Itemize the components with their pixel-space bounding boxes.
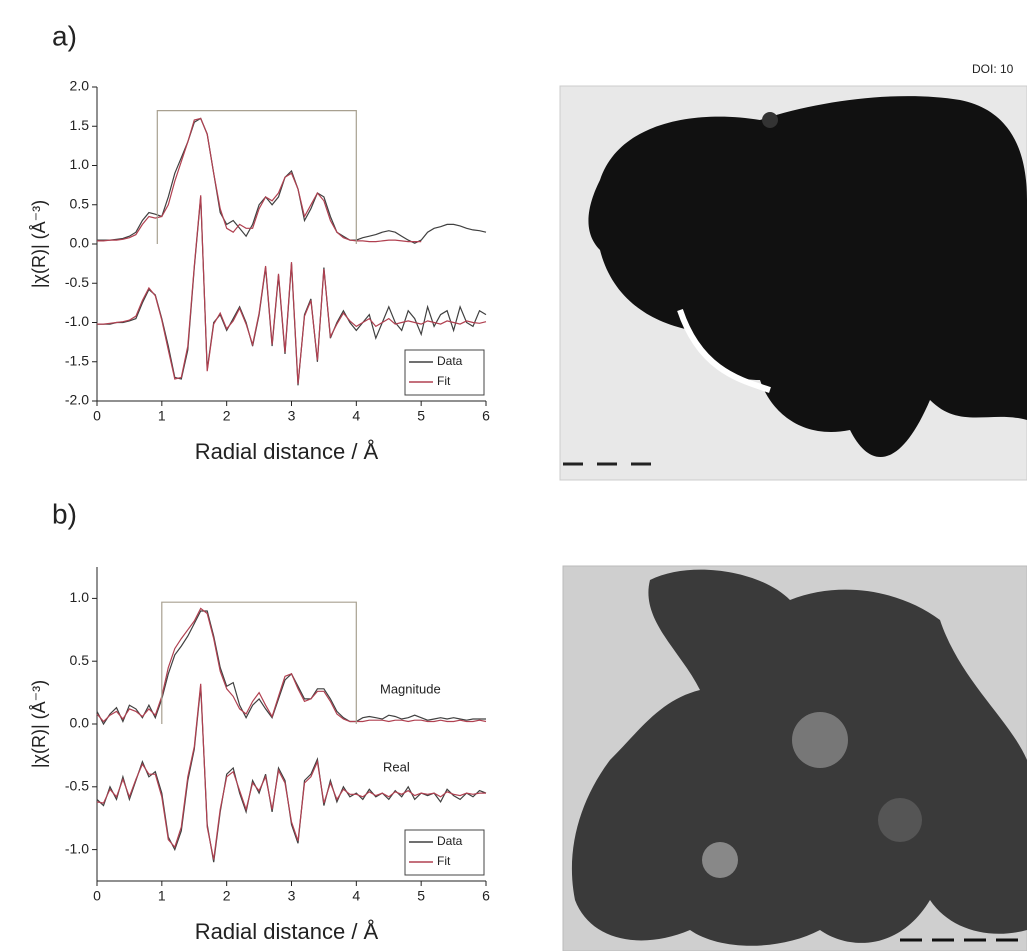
series-line <box>97 117 487 244</box>
y-tick-label: 1.0 <box>70 156 90 172</box>
x-tick-label: 4 <box>352 408 360 424</box>
series-line <box>97 117 422 243</box>
series-line <box>161 601 357 724</box>
y-axis-label: |χ(R)| (Å⁻³) <box>29 200 49 288</box>
tem-image <box>559 85 1027 481</box>
legend-label: Fit <box>437 854 451 868</box>
x-tick-label: 0 <box>93 888 101 904</box>
series-line <box>96 610 486 726</box>
y-tick-label: 0.5 <box>70 195 90 211</box>
annotation: Real <box>383 759 410 774</box>
x-tick-label: 4 <box>352 888 360 904</box>
y-tick-label: 1.0 <box>70 589 90 605</box>
x-tick-label: 2 <box>223 408 231 424</box>
legend-label: Data <box>437 834 463 848</box>
x-tick-label: 0 <box>93 408 101 424</box>
legend-label: Fit <box>437 374 451 388</box>
y-tick-label: 0.0 <box>70 235 90 251</box>
series-line <box>156 110 357 244</box>
chart-title: b) <box>52 498 77 529</box>
y-tick-label: -0.5 <box>65 274 89 290</box>
y-tick-label: -1.0 <box>65 313 89 329</box>
y-tick-label: 2.0 <box>70 78 90 94</box>
x-tick-label: 3 <box>288 888 296 904</box>
x-tick-label: 6 <box>482 408 490 424</box>
doi: DOI: 10 <box>972 62 1014 76</box>
x-axis-label: Radial distance / Å <box>195 439 379 464</box>
x-tick-label: 5 <box>417 408 425 424</box>
x-axis-label: Radial distance / Å <box>195 919 379 944</box>
y-tick-label: -0.5 <box>65 778 89 794</box>
y-tick-label: -1.0 <box>65 840 89 856</box>
legend-label: Data <box>437 354 463 368</box>
annotation: Magnitude <box>380 681 441 696</box>
chart-title: a) <box>52 20 77 51</box>
tem-image <box>562 565 1027 951</box>
legend-box <box>404 349 485 396</box>
y-tick-label: -2.0 <box>65 392 89 408</box>
x-tick-label: 1 <box>158 888 166 904</box>
series-line <box>97 195 487 384</box>
y-tick-label: 0.5 <box>70 652 90 668</box>
x-tick-label: 6 <box>482 888 490 904</box>
x-tick-label: 5 <box>417 888 425 904</box>
x-tick-label: 2 <box>223 888 231 904</box>
y-tick-label: 1.5 <box>70 117 90 133</box>
legend-box <box>404 829 485 876</box>
x-tick-label: 1 <box>158 408 166 424</box>
y-axis-label: |χ(R)| (Å⁻³) <box>29 680 49 768</box>
y-tick-label: 0.0 <box>70 715 90 731</box>
y-tick-label: -1.5 <box>65 352 89 368</box>
series-line <box>96 683 486 860</box>
x-tick-label: 3 <box>288 408 296 424</box>
series-line <box>96 607 487 723</box>
